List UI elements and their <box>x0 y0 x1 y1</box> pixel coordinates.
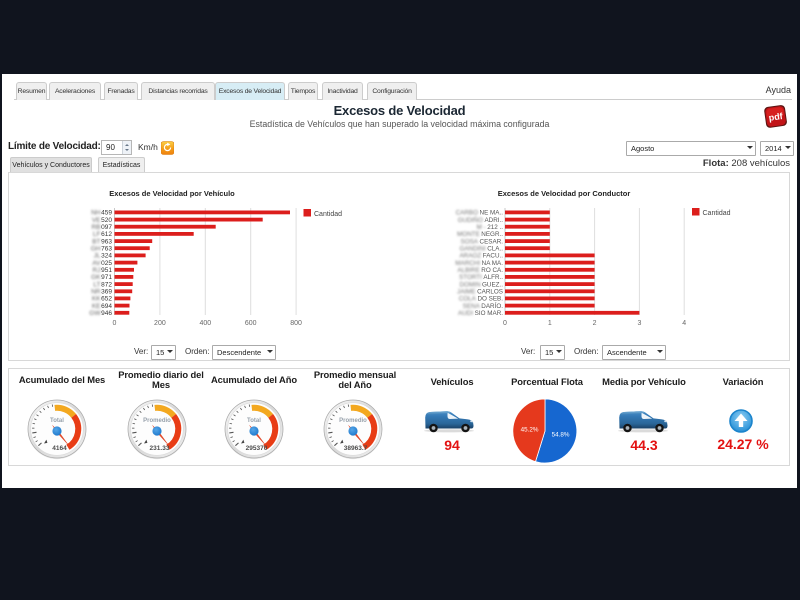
svg-text:M -: M - <box>477 224 486 231</box>
svg-text:NEGR..: NEGR.. <box>481 231 503 238</box>
svg-text:324: 324 <box>101 253 112 260</box>
svg-text:ARAOZ: ARAOZ <box>459 253 481 260</box>
svg-text:DARÍO.: DARÍO. <box>481 301 503 310</box>
svg-text:KK: KK <box>92 296 101 303</box>
svg-text:Promedio: Promedio <box>143 418 171 424</box>
svg-text:0: 0 <box>113 320 117 327</box>
svg-text:CARBO: CARBO <box>456 210 478 217</box>
svg-text:800: 800 <box>290 320 302 327</box>
svg-text:400: 400 <box>199 320 211 327</box>
svg-text:Excesos de Velocidad por Condu: Excesos de Velocidad por Conductor <box>498 189 631 198</box>
svg-text:0: 0 <box>503 320 507 327</box>
svg-text:LT: LT <box>93 281 100 288</box>
svg-text:025: 025 <box>101 260 112 267</box>
svg-text:GANDINI: GANDINI <box>459 246 485 253</box>
svg-text:872: 872 <box>101 281 112 288</box>
svg-text:694: 694 <box>101 303 112 310</box>
svg-text:963: 963 <box>101 238 112 245</box>
svg-text:ALBIRE: ALBIRE <box>457 267 479 274</box>
svg-text:NR: NR <box>91 289 101 296</box>
svg-text:200: 200 <box>154 320 166 327</box>
svg-text:459: 459 <box>101 210 112 217</box>
svg-text:RB: RB <box>91 224 100 231</box>
svg-text:652: 652 <box>101 296 112 303</box>
svg-text:ADRI..: ADRI.. <box>484 217 503 224</box>
svg-text:369: 369 <box>101 289 112 296</box>
svg-text:DO SEB.: DO SEB. <box>477 296 503 303</box>
svg-text:AUDI: AUDI <box>458 310 473 317</box>
svg-text:SIO MAR.: SIO MAR. <box>475 310 504 317</box>
svg-text:NH: NH <box>91 210 101 217</box>
svg-text:ALFR..: ALFR.. <box>483 274 503 281</box>
svg-text:NE MA..: NE MA.. <box>480 210 504 217</box>
svg-text:38963.7: 38963.7 <box>344 445 368 452</box>
svg-text:LF: LF <box>93 231 101 238</box>
svg-text:pdf: pdf <box>768 111 784 123</box>
svg-text:GUDIÑO: GUDIÑO <box>458 215 483 224</box>
svg-text:KE: KE <box>92 303 101 310</box>
svg-text:COLA: COLA <box>459 296 477 303</box>
svg-text:951: 951 <box>101 267 112 274</box>
svg-text:JL: JL <box>94 253 101 260</box>
svg-text:097: 097 <box>101 224 112 231</box>
svg-text:612: 612 <box>101 231 112 238</box>
svg-text:1: 1 <box>548 320 552 327</box>
svg-text:JAIME: JAIME <box>457 289 476 296</box>
svg-text:GK: GK <box>91 274 101 281</box>
svg-text:4164: 4164 <box>52 445 67 452</box>
svg-text:CESAR.: CESAR. <box>480 238 504 245</box>
svg-text:GH: GH <box>91 246 101 253</box>
svg-text:520: 520 <box>101 217 112 224</box>
svg-text:295370: 295370 <box>246 445 268 452</box>
svg-text:GW: GW <box>89 310 101 317</box>
svg-text:Total: Total <box>50 418 64 424</box>
svg-text:2: 2 <box>593 320 597 327</box>
svg-text:971: 971 <box>101 274 112 281</box>
svg-text:45.2%: 45.2% <box>521 427 539 434</box>
svg-text:763: 763 <box>101 246 112 253</box>
svg-text:STORTI: STORTI <box>459 274 482 281</box>
svg-text:4: 4 <box>682 320 686 327</box>
svg-text:AV: AV <box>92 260 101 267</box>
svg-text:212 ..: 212 .. <box>487 224 503 231</box>
svg-text:BT: BT <box>92 238 100 245</box>
svg-text:Total: Total <box>247 418 261 424</box>
svg-text:231.33: 231.33 <box>150 445 170 452</box>
svg-text:FACU..: FACU.. <box>483 253 504 260</box>
svg-text:CLA..: CLA.. <box>487 246 503 253</box>
svg-text:RJ: RJ <box>93 267 101 274</box>
svg-text:GUEZ..: GUEZ.. <box>482 281 503 288</box>
svg-text:DOMIN: DOMIN <box>460 281 481 288</box>
svg-text:3: 3 <box>637 320 641 327</box>
svg-text:VE: VE <box>92 217 101 224</box>
svg-text:Excesos de Velocidad por Vehíc: Excesos de Velocidad por Vehículo <box>109 189 235 198</box>
svg-text:RO CA.: RO CA. <box>481 267 503 274</box>
svg-text:946: 946 <box>101 310 112 317</box>
svg-text:Promedio: Promedio <box>339 418 367 424</box>
svg-text:SOSA: SOSA <box>461 238 479 245</box>
svg-text:Cantidad: Cantidad <box>314 211 342 218</box>
svg-text:SENA: SENA <box>463 303 481 310</box>
svg-text:CARLOS: CARLOS <box>477 289 503 296</box>
svg-text:Cantidad: Cantidad <box>703 210 731 217</box>
svg-text:MONTE: MONTE <box>457 231 480 238</box>
svg-text:MARCHI: MARCHI <box>455 260 480 267</box>
svg-text:54.8%: 54.8% <box>552 432 570 439</box>
svg-text:600: 600 <box>245 320 257 327</box>
svg-text:NA MA.: NA MA. <box>482 260 504 267</box>
